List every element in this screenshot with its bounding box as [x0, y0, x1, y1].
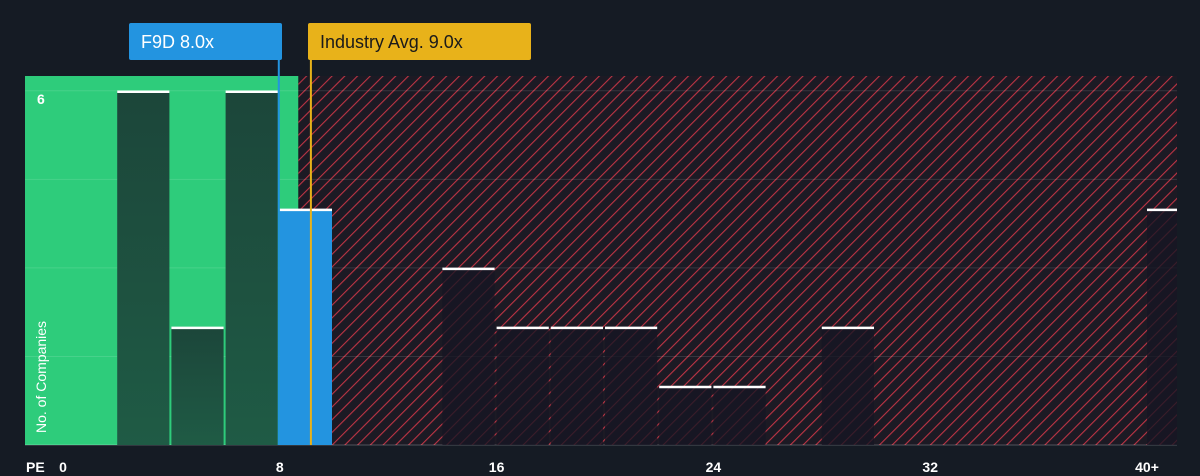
histogram-bar [821, 326, 874, 445]
company-bar [279, 208, 332, 445]
histogram-bar [713, 385, 766, 445]
histogram-bar [496, 326, 549, 445]
callouts: F9D 8.0x Industry Avg. 9.0x [129, 23, 531, 60]
x-tick-label: 0 [59, 459, 67, 475]
x-axis-label: PE [26, 459, 45, 475]
company-callout-label: F9D 8.0x [141, 32, 214, 52]
histogram-bar [550, 326, 603, 445]
x-tick-label: 40+ [1135, 459, 1159, 475]
company-callout-box [129, 23, 282, 60]
histogram-bar [171, 326, 224, 445]
industry-callout-label: Industry Avg. 9.0x [320, 32, 463, 52]
x-tick-label: 8 [276, 459, 284, 475]
histogram-bar [442, 267, 495, 445]
histogram-bar [117, 90, 170, 445]
histogram-bars [117, 90, 1177, 445]
company-callout: F9D 8.0x [129, 23, 282, 60]
x-tick-labels: 0 8 16 24 32 40+ [59, 459, 1159, 475]
valuation-zones [25, 76, 1177, 445]
y-tick-label: 6 [37, 91, 45, 107]
axis-labels: No. of Companies 6 PE [26, 91, 49, 475]
histogram-bar [225, 90, 278, 445]
x-tick-label: 16 [489, 459, 505, 475]
x-tick-label: 32 [922, 459, 938, 475]
industry-callout: Industry Avg. 9.0x [308, 23, 531, 60]
histogram-bar [605, 326, 658, 445]
histogram-bar [659, 385, 712, 445]
histogram-bar [1147, 208, 1177, 445]
x-tick-label: 24 [706, 459, 722, 475]
value-markers [277, 60, 312, 445]
industry-callout-box [308, 23, 531, 60]
y-axis-label: No. of Companies [33, 321, 49, 433]
